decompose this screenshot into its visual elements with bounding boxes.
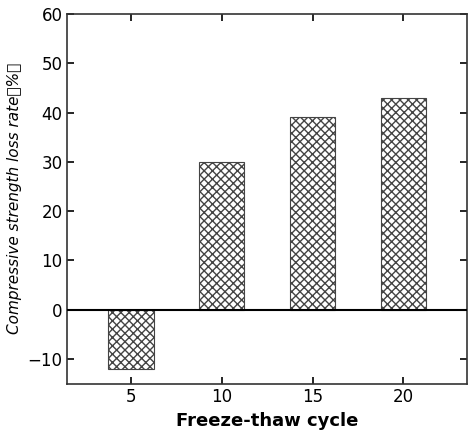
- Bar: [199, 162, 245, 310]
- X-axis label: Freeze-thaw cycle: Freeze-thaw cycle: [176, 412, 358, 430]
- Bar: [381, 98, 426, 310]
- Bar: [290, 118, 335, 310]
- Y-axis label: Compressive strength loss rate（%）: Compressive strength loss rate（%）: [7, 63, 22, 334]
- Bar: [108, 310, 154, 369]
